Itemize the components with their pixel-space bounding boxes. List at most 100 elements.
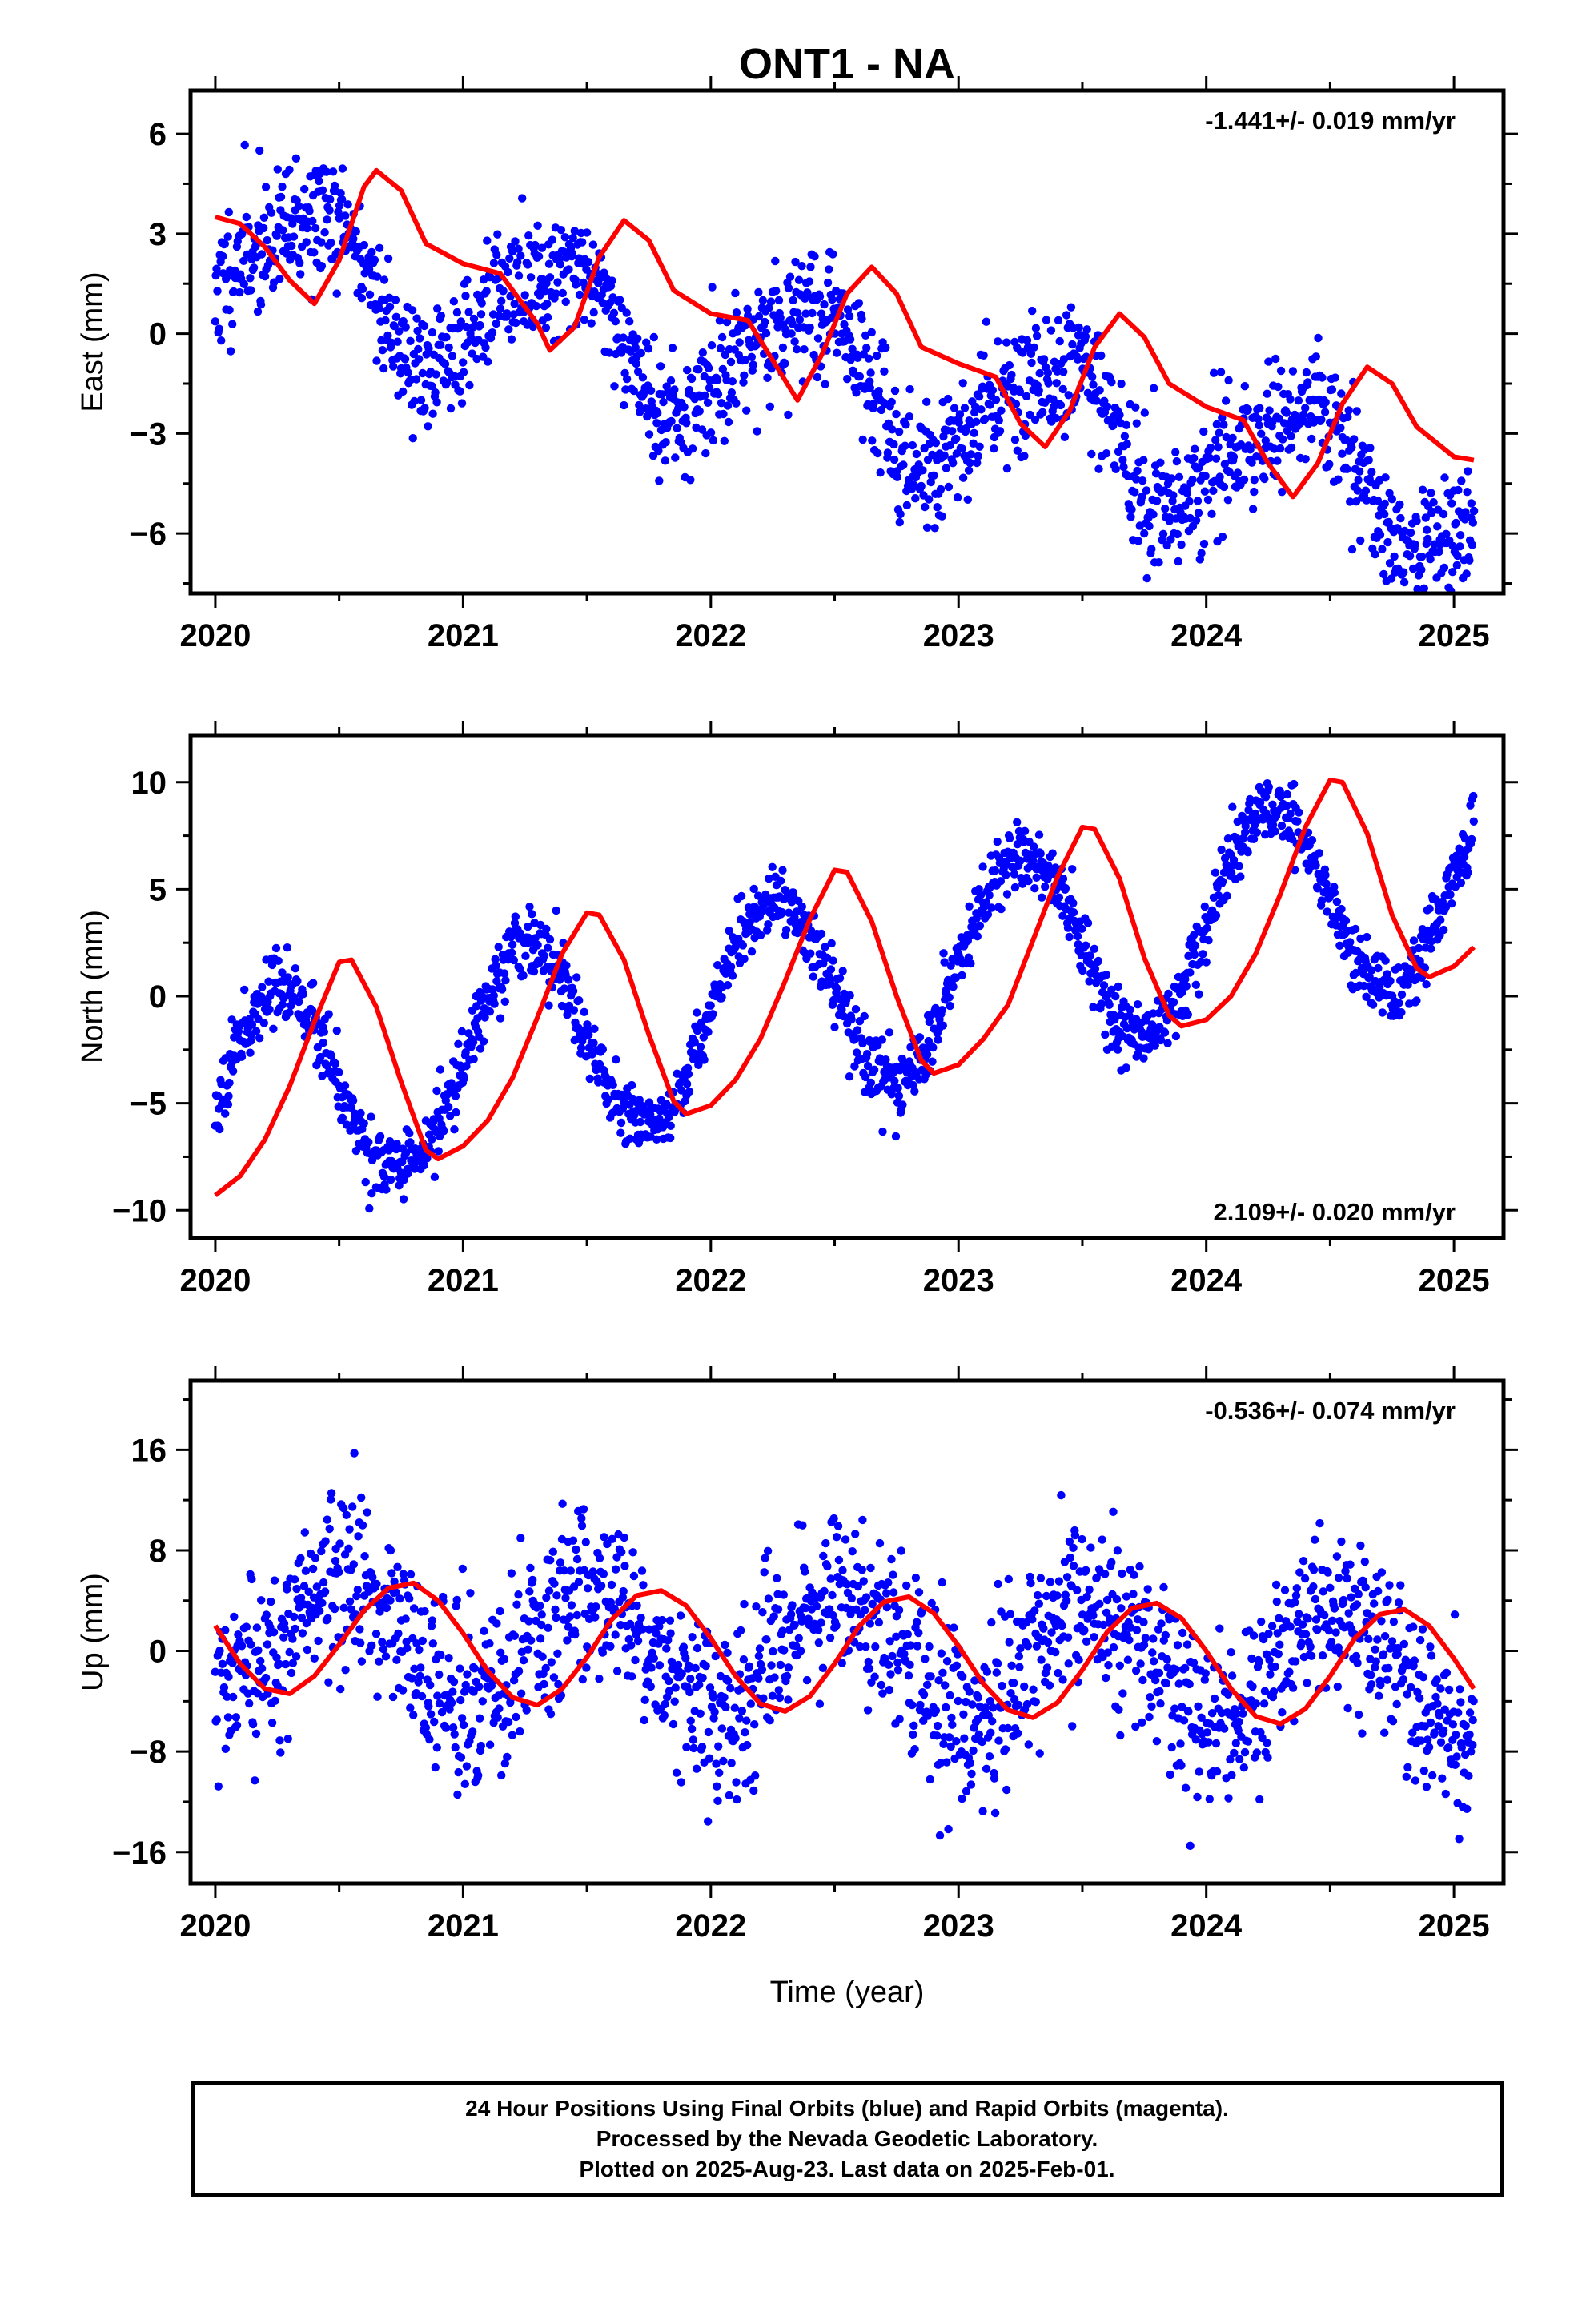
up-point: [801, 1567, 809, 1576]
north-point: [1386, 976, 1395, 986]
north-point: [604, 1095, 613, 1104]
up-point: [1116, 1731, 1125, 1740]
east-point: [1265, 406, 1274, 415]
north-point: [1211, 911, 1221, 920]
east-point: [901, 441, 909, 450]
east-point: [656, 362, 665, 371]
up-point: [331, 1556, 340, 1566]
up-point: [350, 1449, 359, 1458]
east-point: [741, 356, 749, 364]
up-point: [721, 1640, 729, 1650]
north-point: [247, 1020, 257, 1029]
east-point: [1058, 384, 1067, 394]
up-point: [657, 1615, 667, 1625]
north-point: [777, 907, 786, 917]
up-point: [600, 1533, 608, 1542]
east-point: [449, 297, 458, 306]
up-point: [544, 1623, 552, 1633]
up-point: [685, 1687, 694, 1697]
north-point: [450, 1125, 459, 1134]
north-point: [423, 1154, 432, 1163]
up-point: [1109, 1507, 1118, 1517]
north-point: [1089, 1003, 1098, 1011]
up-point: [552, 1591, 561, 1600]
up-point: [938, 1578, 946, 1587]
up-point: [310, 1654, 319, 1663]
east-point: [635, 400, 644, 410]
up-point: [317, 1546, 326, 1556]
up-point: [304, 1587, 313, 1597]
up-point: [933, 1721, 942, 1731]
east-point: [406, 336, 415, 345]
east-point: [793, 345, 801, 354]
east-point: [1167, 474, 1176, 483]
north-point: [367, 1112, 375, 1121]
up-point: [733, 1795, 741, 1804]
east-point: [259, 213, 269, 222]
east-point: [774, 296, 784, 305]
east-point: [715, 316, 725, 325]
north-point: [1277, 821, 1287, 830]
east-xtick-label: 2022: [675, 618, 746, 653]
up-point: [1102, 1595, 1112, 1605]
up-point: [944, 1824, 953, 1834]
north-point: [331, 1059, 340, 1068]
up-point: [544, 1586, 554, 1595]
east-point: [946, 440, 955, 450]
up-point: [1205, 1795, 1215, 1803]
up-point: [875, 1538, 885, 1548]
east-point: [556, 226, 566, 235]
up-point: [826, 1574, 835, 1583]
east-point: [260, 272, 270, 281]
up-point: [705, 1754, 714, 1763]
east-point: [620, 400, 628, 410]
north-point: [387, 1175, 396, 1184]
east-ytick-label: −6: [130, 517, 167, 552]
north-point: [494, 943, 503, 951]
up-point: [357, 1657, 367, 1666]
up-point: [344, 1544, 353, 1554]
up-point: [640, 1695, 649, 1704]
east-point: [995, 427, 1005, 436]
north-point: [585, 1074, 594, 1084]
east-point: [793, 308, 802, 317]
east-point: [213, 287, 222, 296]
north-point: [985, 891, 994, 899]
up-point: [686, 1675, 695, 1683]
up-point: [693, 1643, 702, 1653]
up-point: [430, 1717, 439, 1727]
east-point: [462, 322, 471, 332]
up-point: [677, 1669, 686, 1678]
up-point: [1135, 1562, 1144, 1571]
up-point: [892, 1612, 901, 1621]
up-point: [522, 1706, 531, 1715]
east-point: [414, 344, 423, 354]
north-point: [893, 1084, 902, 1092]
up-point: [285, 1647, 294, 1657]
up-point: [1189, 1659, 1199, 1667]
up-point: [1073, 1586, 1082, 1594]
up-point: [1138, 1718, 1146, 1727]
up-point: [931, 1706, 941, 1715]
east-point: [1385, 559, 1395, 568]
up-point: [611, 1630, 620, 1639]
north-point: [945, 993, 954, 1002]
north-point: [717, 993, 726, 1002]
up-point: [877, 1680, 886, 1690]
east-point: [1467, 499, 1476, 508]
north-point: [1034, 830, 1044, 839]
north-point: [965, 902, 974, 911]
east-point: [492, 319, 500, 328]
up-point: [572, 1610, 581, 1620]
east-point: [488, 328, 497, 337]
up-point: [723, 1676, 733, 1685]
east-point: [1274, 382, 1283, 392]
east-point: [632, 359, 640, 368]
east-point: [1337, 389, 1346, 398]
up-point: [396, 1594, 404, 1603]
up-point: [1161, 1630, 1170, 1640]
north-point: [1374, 963, 1383, 973]
east-point: [436, 340, 445, 349]
north-point: [890, 1076, 899, 1086]
north-point: [1241, 822, 1250, 830]
